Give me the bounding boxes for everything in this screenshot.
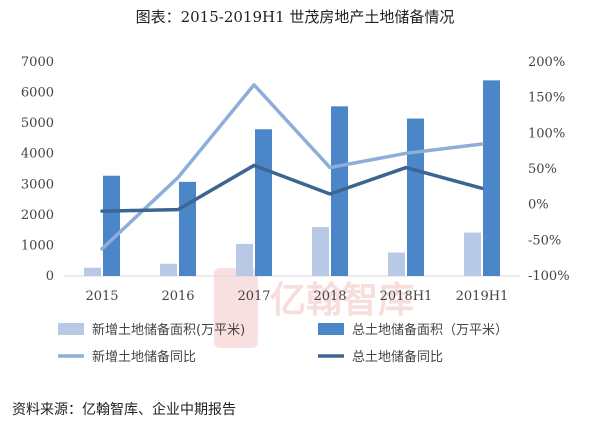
y-right-tick-label: -100% bbox=[528, 269, 570, 284]
legend-swatch bbox=[318, 323, 344, 335]
line-new-land-yoy bbox=[100, 83, 484, 251]
bar-new-land-area bbox=[160, 263, 177, 276]
legend-label: 总土地储备同比 bbox=[352, 349, 443, 365]
watermark: 亿翰智库 bbox=[214, 268, 414, 348]
y-right-tick-label: 50% bbox=[528, 162, 557, 177]
line-total-land-yoy bbox=[100, 163, 484, 213]
bar-total-land-area bbox=[179, 181, 196, 276]
y-left-tick-label: 1000 bbox=[21, 238, 54, 253]
legend-swatch bbox=[58, 323, 84, 335]
y-right-tick-label: -50% bbox=[528, 233, 561, 248]
bar-total-land-area bbox=[483, 80, 500, 276]
bar-new-land-area bbox=[312, 227, 329, 276]
y-left-tick-label: 0 bbox=[46, 269, 54, 284]
legend: 新增土地储备面积(万平米) 总土地储备面积（万平米） 新增土地储备同比 总土地储备同比 bbox=[58, 322, 508, 365]
bar-new-land-area bbox=[464, 232, 481, 276]
y-left-tick-label: 2000 bbox=[21, 208, 54, 223]
y-right-tick-label: 100% bbox=[528, 126, 565, 141]
x-tick-label: 2018 bbox=[313, 289, 346, 304]
y-right-tick-label: 0% bbox=[528, 198, 549, 213]
x-tick-label: 2017 bbox=[237, 289, 270, 304]
legend-label: 新增土地储备同比 bbox=[92, 349, 196, 365]
x-tick-label: 2016 bbox=[161, 289, 194, 304]
lines bbox=[100, 83, 484, 251]
bar-total-land-area bbox=[407, 118, 424, 276]
watermark-text: 亿翰智库 bbox=[270, 280, 414, 321]
bar-total-land-area bbox=[255, 129, 272, 276]
chart-title: 图表：2015-2019H1 世茂房地产土地储备情况 bbox=[136, 8, 455, 26]
y-axis-right: -100% -50% 0% 50% 100% 150% 200% bbox=[528, 55, 570, 284]
y-right-tick-label: 200% bbox=[528, 55, 565, 70]
bar-total-land-area bbox=[103, 175, 120, 276]
legend-label: 总土地储备面积（万平米） bbox=[352, 322, 508, 338]
y-left-tick-label: 5000 bbox=[21, 116, 54, 131]
legend-label: 新增土地储备面积(万平米) bbox=[92, 322, 245, 338]
y-left-tick-label: 4000 bbox=[21, 147, 54, 162]
x-tick-label: 2019H1 bbox=[456, 289, 509, 304]
y-right-tick-label: 150% bbox=[528, 91, 565, 106]
bar-new-land-area bbox=[84, 267, 101, 276]
x-tick-label: 2018H1 bbox=[380, 289, 433, 304]
y-axis-left: 0 1000 2000 3000 4000 5000 6000 7000 bbox=[21, 55, 54, 284]
source-note: 资料来源：亿翰智库、企业中期报告 bbox=[12, 401, 236, 418]
x-tick-label: 2015 bbox=[85, 289, 118, 304]
bar-new-land-area bbox=[388, 252, 405, 276]
bar-new-land-area bbox=[236, 243, 253, 276]
x-axis: 2015 2016 2017 2018 2018H1 2019H1 bbox=[85, 289, 508, 304]
watermark-logo-icon bbox=[214, 268, 258, 348]
y-left-tick-label: 3000 bbox=[21, 177, 54, 192]
y-left-tick-label: 7000 bbox=[21, 55, 54, 70]
y-left-tick-label: 6000 bbox=[21, 86, 54, 101]
